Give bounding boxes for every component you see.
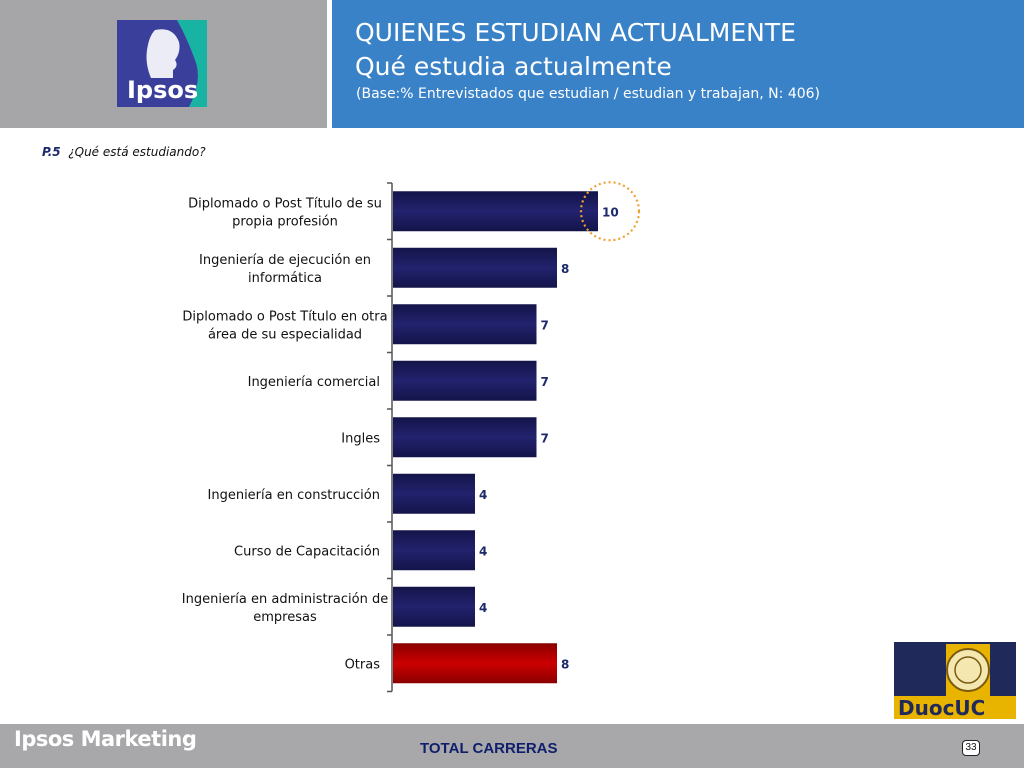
bar bbox=[393, 360, 537, 401]
ipsos-logo: Ipsos bbox=[117, 20, 207, 107]
category-label: empresas bbox=[253, 610, 317, 625]
footer-brand: Ipsos Marketing bbox=[14, 727, 197, 751]
category-label: Ingeniería de ejecución en bbox=[199, 253, 371, 268]
data-label: 4 bbox=[479, 544, 487, 558]
question-label: P.5 ¿Qué está estudiando? bbox=[42, 145, 206, 159]
question-text: ¿Qué está estudiando? bbox=[68, 145, 206, 159]
category-label: informática bbox=[248, 271, 322, 286]
bar bbox=[393, 473, 475, 514]
bar bbox=[393, 586, 475, 627]
page-number: 33 bbox=[962, 740, 980, 756]
data-label: 4 bbox=[479, 488, 487, 502]
duoc-logo: DuocUC bbox=[894, 642, 1016, 720]
bar bbox=[393, 417, 537, 458]
header-right-panel bbox=[332, 0, 1024, 128]
category-label: Diplomado o Post Título de su bbox=[188, 196, 382, 211]
data-label: 8 bbox=[561, 657, 569, 671]
bar bbox=[393, 530, 475, 571]
bar bbox=[393, 247, 557, 288]
data-label: 10 bbox=[602, 205, 619, 219]
data-label: 4 bbox=[479, 601, 487, 615]
category-label: propia profesión bbox=[232, 214, 338, 229]
data-label: 8 bbox=[561, 262, 569, 276]
data-label: 7 bbox=[541, 375, 549, 389]
category-label: Ingeniería comercial bbox=[248, 375, 380, 390]
page-title: QUIENES ESTUDIAN ACTUALMENTE bbox=[355, 18, 796, 47]
highlight-circle bbox=[579, 181, 641, 242]
base-note: (Base:% Entrevistados que estudian / est… bbox=[356, 86, 821, 102]
category-label: Otras bbox=[345, 657, 381, 672]
svg-text:Ipsos: Ipsos bbox=[127, 76, 198, 104]
category-label: Curso de Capacitación bbox=[234, 544, 380, 559]
category-label: Diplomado o Post Título en otra bbox=[182, 309, 387, 324]
category-label: Ingeniería en construcción bbox=[208, 488, 381, 503]
question-code: P.5 bbox=[42, 145, 61, 159]
category-label: área de su especialidad bbox=[208, 327, 362, 342]
bar bbox=[393, 643, 557, 684]
category-label: Ingles bbox=[341, 431, 380, 446]
page-subtitle: Qué estudia actualmente bbox=[355, 52, 672, 81]
data-label: 7 bbox=[541, 431, 549, 445]
bar bbox=[393, 304, 537, 345]
svg-text:DuocUC: DuocUC bbox=[898, 696, 985, 719]
bar bbox=[393, 191, 598, 232]
data-label: 7 bbox=[541, 318, 549, 332]
footer-bar bbox=[0, 724, 1024, 768]
category-label: Ingeniería en administración de bbox=[182, 592, 388, 607]
total-label: TOTAL CARRERAS bbox=[420, 740, 558, 757]
